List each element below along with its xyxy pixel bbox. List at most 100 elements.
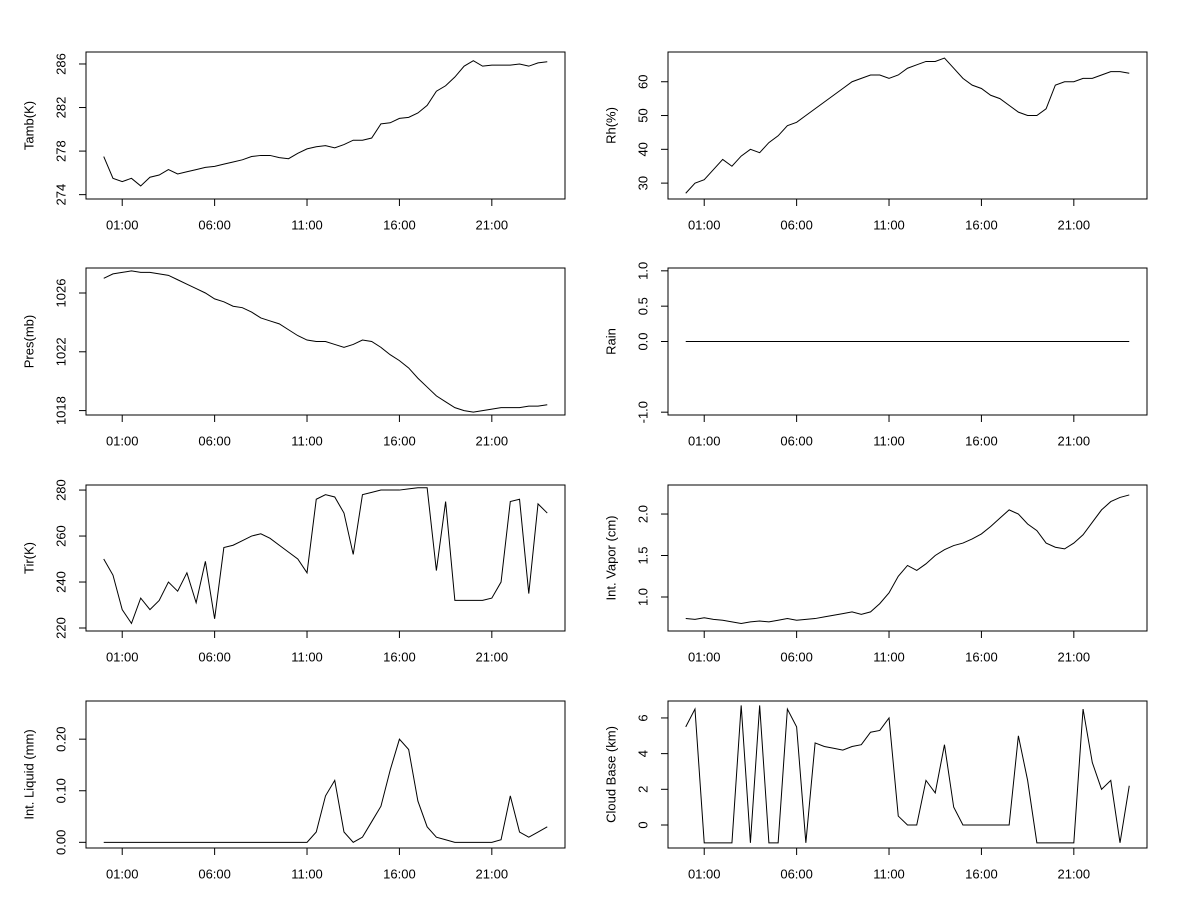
series-line xyxy=(685,494,1130,625)
x-tick-label: 01:00 xyxy=(688,649,721,664)
y-tick-label: 50 xyxy=(635,108,650,122)
y-tick-label: 280 xyxy=(53,479,68,501)
x-tick-label: 11:00 xyxy=(291,217,323,232)
y-axis-label: Pres(mb) xyxy=(21,315,36,368)
x-tick-label: 11:00 xyxy=(291,649,323,664)
y-axis-label: Rain xyxy=(603,328,618,355)
y-tick-label: 1026 xyxy=(53,279,68,308)
y-axis-label: Cloud Base (km) xyxy=(603,726,618,823)
x-tick-label: 21:00 xyxy=(1058,433,1091,448)
y-tick-label: 0.0 xyxy=(635,332,650,350)
x-tick-label: 16:00 xyxy=(383,433,416,448)
y-axis-label: Rh(%) xyxy=(603,107,618,144)
y-tick-label: 0.10 xyxy=(53,778,68,803)
x-tick-label: 16:00 xyxy=(965,866,998,881)
panel: 01:00 06:00 11:00 16:00 21:00 1.0 1.5 2.0 Int. V… xyxy=(603,484,1148,664)
y-tick-label: 1.0 xyxy=(635,588,650,606)
y-tick-label: 240 xyxy=(53,571,68,593)
x-tick-label: 11:00 xyxy=(291,866,323,881)
panel: 01:00 06:00 11:00 16:00 21:00 30 40 50 60 Rh(%) xyxy=(603,51,1148,232)
y-tick-label: 1.0 xyxy=(635,262,650,280)
panel: 01:00 06:00 11:00 16:00 21:00 274 278 282 286 Tam… xyxy=(21,51,566,232)
x-tick-label: 21:00 xyxy=(476,866,509,881)
y-tick-label: 274 xyxy=(53,184,68,206)
x-tick-label: 21:00 xyxy=(476,217,509,232)
x-tick-label: 11:00 xyxy=(873,866,905,881)
y-tick-label: 60 xyxy=(635,75,650,89)
x-tick-label: 06:00 xyxy=(198,866,231,881)
plot-frame xyxy=(85,267,566,416)
plot-frame xyxy=(667,484,1148,632)
y-tick-label: 1022 xyxy=(53,337,68,366)
x-tick-label: 01:00 xyxy=(106,217,139,232)
x-tick-label: 21:00 xyxy=(476,433,509,448)
x-tick-label: 16:00 xyxy=(383,649,416,664)
x-tick-label: 11:00 xyxy=(873,649,905,664)
x-tick-label: 01:00 xyxy=(688,433,721,448)
panel: 01:00 06:00 11:00 16:00 21:00 -1.0 0.0 0.5 1.0 Ra… xyxy=(603,262,1148,448)
x-tick-label: 16:00 xyxy=(965,649,998,664)
x-tick-label: 06:00 xyxy=(780,649,813,664)
y-tick-label: 6 xyxy=(635,714,650,721)
y-tick-label: 0 xyxy=(635,821,650,828)
x-tick-label: 06:00 xyxy=(198,217,231,232)
panel: 01:00 06:00 11:00 16:00 21:00 1018 1022 1026 Pre… xyxy=(21,267,566,448)
x-tick-label: 01:00 xyxy=(688,866,721,881)
y-tick-label: 4 xyxy=(635,750,650,757)
x-tick-label: 11:00 xyxy=(291,433,323,448)
plot-frame xyxy=(667,51,1148,200)
y-axis-label: Tir(K) xyxy=(21,542,36,574)
x-tick-label: 01:00 xyxy=(106,866,139,881)
x-tick-label: 01:00 xyxy=(106,433,139,448)
x-tick-label: 01:00 xyxy=(106,649,139,664)
x-tick-label: 21:00 xyxy=(1058,649,1091,664)
x-tick-label: 16:00 xyxy=(965,433,998,448)
x-tick-label: 01:00 xyxy=(688,217,721,232)
y-tick-label: 40 xyxy=(635,142,650,156)
plot-frame xyxy=(85,51,566,200)
x-tick-label: 21:00 xyxy=(476,649,509,664)
y-tick-label: 282 xyxy=(53,97,68,119)
y-tick-label: 30 xyxy=(635,176,650,190)
y-tick-label: 0.20 xyxy=(53,727,68,752)
series-line xyxy=(103,487,548,625)
y-axis-label: Int. Vapor (cm) xyxy=(603,515,618,600)
y-tick-label: 0.5 xyxy=(635,297,650,315)
panel: 01:00 06:00 11:00 16:00 21:00 220 240 260 280 Tir… xyxy=(21,479,566,664)
x-tick-label: 21:00 xyxy=(1058,866,1091,881)
y-tick-label: 220 xyxy=(53,617,68,639)
series-line xyxy=(685,57,1130,194)
plot-frame xyxy=(85,484,566,632)
series-line xyxy=(103,270,548,413)
series-line xyxy=(103,60,548,187)
y-tick-label: 1.5 xyxy=(635,546,650,564)
y-tick-label: 2.0 xyxy=(635,505,650,523)
x-tick-label: 06:00 xyxy=(780,217,813,232)
x-tick-label: 06:00 xyxy=(198,649,231,664)
series-line xyxy=(685,705,1130,844)
plot-frame xyxy=(667,700,1148,849)
y-tick-label: -1.0 xyxy=(635,401,650,423)
x-tick-label: 16:00 xyxy=(965,217,998,232)
y-tick-label: 0.00 xyxy=(53,830,68,855)
x-tick-label: 11:00 xyxy=(873,433,905,448)
y-tick-label: 286 xyxy=(53,53,68,75)
y-tick-label: 278 xyxy=(53,140,68,162)
x-tick-label: 11:00 xyxy=(873,217,905,232)
x-tick-label: 16:00 xyxy=(383,217,416,232)
panel: 01:00 06:00 11:00 16:00 21:00 0 2 4 6 Cloud Base … xyxy=(603,700,1148,881)
plot-frame xyxy=(85,700,566,849)
y-tick-label: 1018 xyxy=(53,396,68,425)
x-tick-label: 16:00 xyxy=(383,866,416,881)
series-line xyxy=(103,738,548,843)
x-tick-label: 06:00 xyxy=(780,433,813,448)
x-tick-label: 21:00 xyxy=(1058,217,1091,232)
y-tick-label: 2 xyxy=(635,786,650,793)
y-tick-label: 260 xyxy=(53,525,68,547)
panel: 01:00 06:00 11:00 16:00 21:00 0.00 0.10 0.20 Int… xyxy=(21,700,566,881)
y-axis-label: Int. Liquid (mm) xyxy=(21,729,36,819)
x-tick-label: 06:00 xyxy=(780,866,813,881)
y-axis-label: Tamb(K) xyxy=(21,101,36,150)
x-tick-label: 06:00 xyxy=(198,433,231,448)
